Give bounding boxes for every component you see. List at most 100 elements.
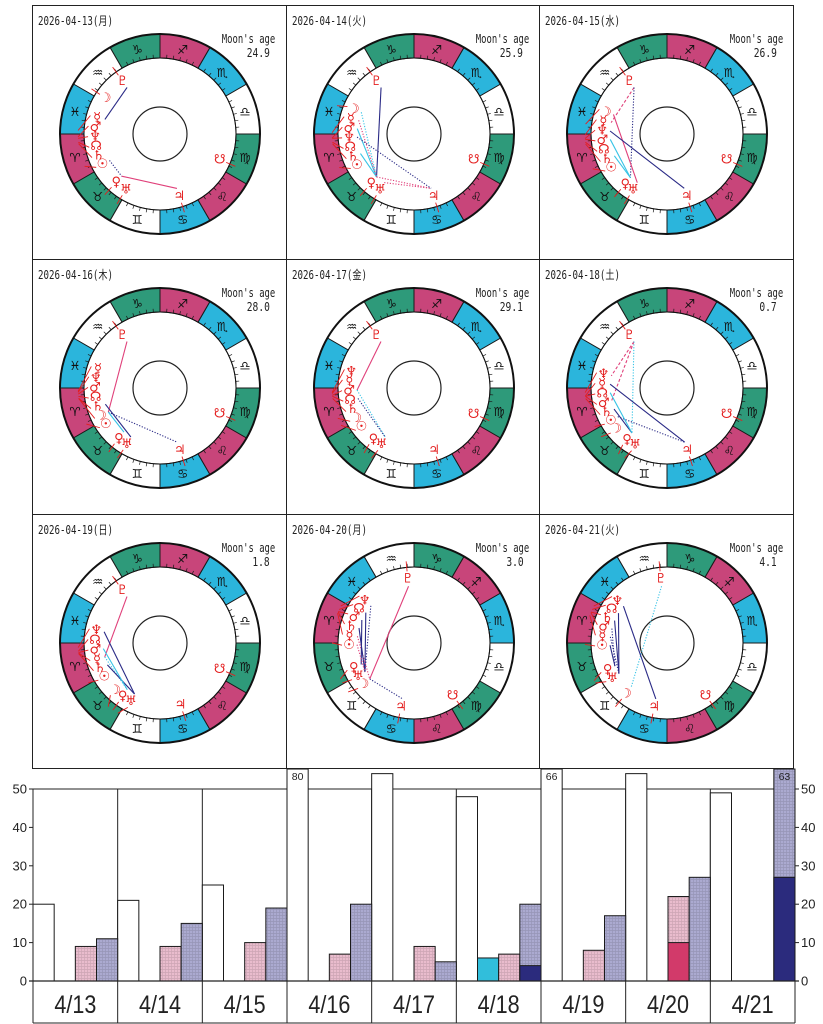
degree-tick bbox=[646, 311, 648, 316]
category-label: 4/13 bbox=[54, 991, 96, 1019]
neptune-icon: ♆ bbox=[90, 623, 102, 638]
aspect-line-venus-jupiter bbox=[121, 175, 178, 189]
degree-tick bbox=[132, 459, 135, 464]
degree-tick bbox=[467, 586, 471, 590]
degree-tick bbox=[439, 313, 442, 318]
aspect-line-neptune-uranus bbox=[103, 631, 135, 694]
degree-tick bbox=[488, 119, 493, 122]
degree-tick bbox=[126, 457, 129, 461]
degree-tick bbox=[352, 82, 356, 86]
degree-tick bbox=[386, 459, 388, 464]
degree-tick bbox=[228, 674, 233, 677]
leo-sign-icon: ♌ bbox=[217, 698, 228, 713]
degree-tick bbox=[680, 564, 682, 568]
degree-tick bbox=[336, 113, 341, 115]
virgo-sign-icon: ♍ bbox=[747, 404, 758, 419]
outer-ring-circle bbox=[566, 287, 769, 490]
degree-tick bbox=[710, 323, 714, 327]
bar-lavender-4-20 bbox=[688, 876, 711, 982]
degree-tick bbox=[357, 331, 361, 335]
degree-tick bbox=[399, 55, 401, 60]
degree-tick bbox=[379, 61, 382, 66]
body-connector bbox=[359, 187, 367, 197]
degree-tick bbox=[488, 374, 493, 376]
zodiac-wheel: ♈ ♉ ♊ ♋ ♌ ♍ ♎ ♏ ♐ ♑ ♒ ♓ ♇ ☽☿♂♆☊♄☉♀♅ ♃ ☋ bbox=[312, 33, 515, 235]
moon-icon: ☽ bbox=[600, 105, 612, 120]
aspect-lines bbox=[104, 87, 178, 189]
uranus-icon: ♅ bbox=[125, 694, 137, 709]
degree-tick bbox=[132, 567, 135, 572]
degree-tick bbox=[595, 608, 599, 611]
horoscope-panel: 2026-04-16(木) Moon's age 28.0 ♈ ♉ ♊ ♋ ♌ ♍ ♎ ♏ ♐ ♑… bbox=[33, 260, 287, 515]
mars-icon: ♂ bbox=[343, 121, 355, 136]
gemini-sign-icon: ♊ bbox=[132, 721, 143, 736]
body-connector bbox=[689, 456, 694, 467]
bar-white-4-14 bbox=[117, 899, 140, 982]
body-connector bbox=[332, 398, 346, 413]
degree-tick bbox=[362, 446, 366, 450]
degree-tick bbox=[103, 696, 107, 700]
degree-tick bbox=[185, 713, 188, 718]
aspect-lines bbox=[610, 341, 686, 444]
jupiter-icon: ♃ bbox=[175, 697, 187, 712]
libra-sign-icon: ♎ bbox=[747, 104, 758, 119]
leo-sign-icon: ♌ bbox=[470, 189, 481, 204]
gemini-sign-icon: ♊ bbox=[132, 212, 143, 227]
body-connector bbox=[590, 611, 599, 625]
degree-tick bbox=[602, 596, 606, 600]
degree-tick bbox=[213, 441, 217, 445]
leo-sign-icon: ♌ bbox=[724, 189, 735, 204]
sun-icon: ☉ bbox=[597, 638, 609, 653]
inner-ring-circle bbox=[337, 57, 491, 211]
degree-tick bbox=[126, 316, 129, 320]
degree-tick bbox=[482, 354, 486, 357]
jupiter-icon: ♃ bbox=[427, 189, 439, 204]
degree-tick bbox=[475, 342, 479, 346]
degree-tick bbox=[228, 420, 233, 423]
degree-tick bbox=[482, 100, 486, 103]
degree-tick bbox=[233, 407, 237, 410]
moon-icon: ☽ bbox=[348, 102, 360, 117]
horoscope-panel: 2026-04-17(金) Moon's age 29.1 ♈ ♉ ♊ ♋ ♌ ♍ ♎ ♏ ♐ ♑… bbox=[286, 260, 541, 515]
body-connector bbox=[347, 687, 358, 692]
capricorn-sign-icon: ♑ bbox=[132, 296, 143, 311]
center-circle bbox=[386, 615, 442, 671]
degree-tick bbox=[462, 72, 466, 77]
body-connector bbox=[363, 444, 370, 454]
sun-icon: ☉ bbox=[97, 157, 109, 172]
moon-age-value: 0.7 bbox=[759, 300, 777, 315]
degree-tick bbox=[222, 342, 226, 346]
aries-sign-icon: ♈ bbox=[69, 150, 80, 165]
scorpio-sign-icon: ♏ bbox=[724, 319, 735, 334]
horoscope-panel: 2026-04-18(土) Moon's age 0.7 ♈ ♉ ♊ ♋ ♌ ♍ ♎ ♏ ♐ ♑ ♒… bbox=[540, 260, 794, 515]
degree-tick bbox=[646, 565, 648, 570]
body-connector bbox=[594, 671, 602, 681]
degree-tick bbox=[108, 446, 112, 450]
outer-ring-circle bbox=[566, 541, 769, 744]
sun-icon: ☉ bbox=[343, 638, 355, 653]
degree-tick bbox=[83, 621, 87, 624]
venus-icon: ♀ bbox=[603, 662, 613, 677]
outer-ring-circle bbox=[59, 541, 261, 744]
pisces-sign-icon: ♓ bbox=[323, 359, 334, 374]
leo-sign-icon: ♌ bbox=[217, 444, 228, 459]
degree-tick bbox=[94, 88, 98, 91]
body-connector bbox=[709, 700, 717, 709]
body-connector bbox=[595, 680, 607, 684]
cancer-sign-icon: ♋ bbox=[431, 212, 442, 227]
degree-tick bbox=[736, 100, 740, 103]
body-connector bbox=[78, 652, 91, 661]
bar-crimson-4-20 bbox=[667, 942, 690, 982]
degree-tick bbox=[488, 655, 493, 657]
degree-tick bbox=[486, 153, 491, 155]
degree-tick bbox=[720, 696, 724, 700]
bar-value-label: 80 bbox=[292, 771, 304, 783]
degree-tick bbox=[81, 374, 86, 376]
degree-tick bbox=[439, 59, 442, 63]
aspect-line-saturn-uranus bbox=[614, 620, 620, 674]
degree-tick bbox=[145, 309, 148, 314]
degree-tick bbox=[738, 106, 743, 109]
degree-tick bbox=[217, 336, 222, 340]
degree-tick bbox=[392, 461, 395, 466]
body-connector bbox=[181, 456, 186, 467]
